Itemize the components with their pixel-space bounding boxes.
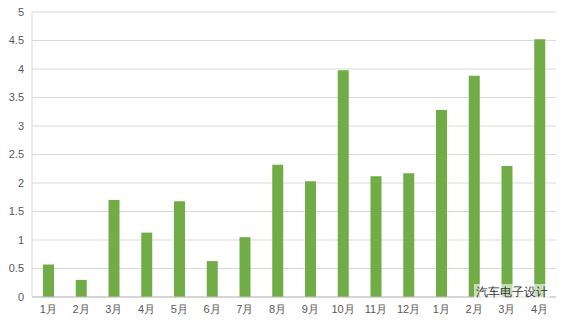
svg-text:10月: 10月: [332, 303, 355, 315]
svg-text:2: 2: [18, 177, 24, 189]
svg-text:1: 1: [18, 234, 24, 246]
svg-text:2月: 2月: [73, 303, 90, 315]
svg-text:4月: 4月: [138, 303, 155, 315]
svg-text:6月: 6月: [204, 303, 221, 315]
svg-text:5月: 5月: [171, 303, 188, 315]
svg-text:12月: 12月: [397, 303, 420, 315]
svg-text:4: 4: [18, 63, 24, 75]
svg-text:5: 5: [18, 6, 24, 18]
svg-text:0: 0: [18, 291, 24, 303]
svg-text:2.5: 2.5: [9, 148, 24, 160]
svg-text:8月: 8月: [269, 303, 286, 315]
svg-text:3月: 3月: [498, 303, 515, 315]
svg-text:2月: 2月: [466, 303, 483, 315]
svg-text:1月: 1月: [433, 303, 450, 315]
svg-text:9月: 9月: [302, 303, 319, 315]
svg-text:11月: 11月: [365, 303, 387, 315]
svg-text:1.5: 1.5: [9, 205, 24, 217]
svg-text:1月: 1月: [40, 303, 57, 315]
svg-text:3: 3: [18, 120, 24, 132]
svg-text:3.5: 3.5: [9, 91, 24, 103]
svg-text:4月: 4月: [531, 303, 548, 315]
svg-text:7月: 7月: [236, 303, 253, 315]
html-text:汽车电子设计: 汽车电子设计: [476, 285, 548, 299]
svg-text:4.5: 4.5: [9, 34, 24, 46]
svg-text:3月: 3月: [105, 303, 122, 315]
svg-text:0.5: 0.5: [9, 262, 24, 274]
